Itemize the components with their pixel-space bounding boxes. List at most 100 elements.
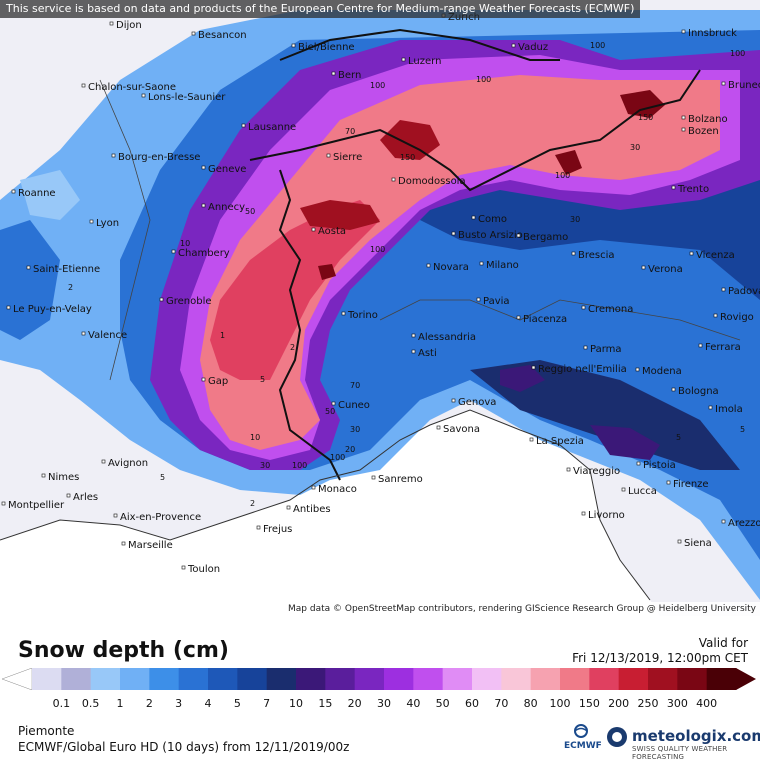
- legend-label: 7: [263, 697, 271, 710]
- city-label: Chalon-sur-Saone: [88, 82, 176, 93]
- legend-swatch: [648, 668, 678, 690]
- city-marker: [66, 493, 71, 498]
- city-label: Domodossola: [398, 176, 466, 187]
- city-marker: [26, 265, 31, 270]
- city-marker: [451, 398, 456, 403]
- city-marker: [436, 425, 441, 430]
- legend-swatch: [178, 668, 209, 690]
- legend-swatch: [706, 668, 737, 690]
- city-label: Verona: [648, 264, 683, 275]
- mediterranean-sea: [0, 410, 660, 616]
- city-marker: [636, 461, 641, 466]
- city-marker: [516, 315, 521, 320]
- city-label: Lyon: [96, 218, 119, 229]
- city-label: Geneve: [208, 164, 246, 175]
- map-attribution: Map data © OpenStreetMap contributors, r…: [284, 602, 760, 616]
- legend-label: 4: [204, 697, 212, 710]
- city-marker: [341, 311, 346, 316]
- city-label: Nimes: [48, 472, 79, 483]
- brand-name[interactable]: meteologix.com: [632, 727, 760, 745]
- city-label: Trento: [677, 184, 709, 195]
- contour-label: 1: [220, 331, 225, 340]
- valid-label: Valid for: [698, 636, 748, 650]
- city-marker: [159, 297, 164, 302]
- city-label: Gap: [208, 376, 228, 387]
- contour-label: 30: [260, 461, 270, 470]
- band-deep-red-5: [318, 264, 336, 280]
- city-label: Bolzano: [688, 114, 728, 125]
- city-label: Novara: [433, 262, 469, 273]
- city-marker: [109, 21, 114, 26]
- city-label: Aosta: [318, 226, 346, 237]
- contour-label: 100: [476, 75, 491, 84]
- city-marker: [479, 261, 484, 266]
- city-marker: [6, 305, 11, 310]
- city-label: Monaco: [318, 484, 357, 495]
- contour-label: 100: [370, 81, 385, 90]
- contour-label: 100: [590, 41, 605, 50]
- city-label: Parma: [590, 344, 622, 355]
- legend-label: 15: [318, 697, 333, 710]
- legend-swatch: [589, 668, 620, 690]
- ecmwf-disclaimer: This service is based on data and produc…: [0, 0, 641, 18]
- city-marker: [286, 505, 291, 510]
- city-marker: [566, 467, 571, 472]
- city-label: Busto Arsizio: [458, 230, 523, 241]
- contour-label: 30: [570, 215, 580, 224]
- band-reggio-purple: [500, 365, 545, 392]
- band-west-snow: [0, 220, 60, 340]
- city-label: Bourg-en-Bresse: [118, 152, 200, 163]
- legend-swatch: [618, 668, 649, 690]
- city-label: Alessandria: [418, 332, 476, 343]
- city-marker: [201, 165, 206, 170]
- city-marker: [111, 153, 116, 158]
- brand-tagline: SWISS QUALITY WEATHER FORECASTING: [632, 745, 728, 761]
- city-label: Bologna: [678, 386, 719, 397]
- city-label: Firenze: [673, 479, 709, 490]
- contour-label: 30: [350, 425, 360, 434]
- snow-depth-map[interactable]: DijonBesanconBiel/BienneZurichVaduzInnsb…: [0, 0, 760, 616]
- legend-swatch: [501, 668, 532, 690]
- band-deep-red-1: [380, 120, 440, 160]
- legend-min-arrow: [1, 668, 33, 690]
- city-label: Asti: [418, 348, 437, 359]
- city-label: Vaduz: [518, 42, 548, 53]
- city-marker: [311, 485, 316, 490]
- city-label: Luzern: [408, 56, 441, 67]
- legend-swatch: [208, 668, 238, 690]
- contour-label: 100: [292, 461, 307, 470]
- legend-label: 150: [578, 697, 600, 710]
- contour-label: 2: [68, 283, 73, 292]
- legend-label: 250: [637, 697, 659, 710]
- city-label: Brescia: [578, 250, 615, 261]
- city-marker: [641, 265, 646, 270]
- legend-swatch: [120, 668, 150, 690]
- country-border-north: [279, 28, 560, 61]
- city-marker: [681, 29, 686, 34]
- legend-labels: 0.1 0.5 1 2 3 4 5 7 10 15 20 30 40 50 60 70 80 100 150 200 2…: [0, 697, 760, 711]
- legend-label: 3: [175, 697, 183, 710]
- chart-title: Snow depth (cm): [18, 638, 229, 663]
- legend-label: 200: [608, 697, 630, 710]
- legend-label: 50: [435, 697, 450, 710]
- contour-label: 70: [345, 127, 355, 136]
- city-label: Padova: [728, 286, 760, 297]
- contour-label: 50: [245, 207, 255, 216]
- city-marker: [171, 249, 176, 254]
- city-marker: [141, 93, 146, 98]
- legend-label: 40: [406, 697, 421, 710]
- city-marker: [371, 475, 376, 480]
- region-border: [99, 79, 741, 381]
- city-marker: [581, 305, 586, 310]
- city-marker: [511, 43, 516, 48]
- contour-label: 150: [400, 153, 415, 162]
- city-label: La Spezia: [536, 436, 584, 447]
- city-label: Marseille: [128, 540, 173, 551]
- city-label: Rovigo: [720, 312, 754, 323]
- city-marker: [671, 387, 676, 392]
- legend-swatch: [266, 668, 297, 690]
- city-marker: [681, 127, 686, 132]
- legend-label: 2: [145, 697, 153, 710]
- city-label: Brunec: [728, 80, 760, 91]
- city-marker: [1, 501, 6, 506]
